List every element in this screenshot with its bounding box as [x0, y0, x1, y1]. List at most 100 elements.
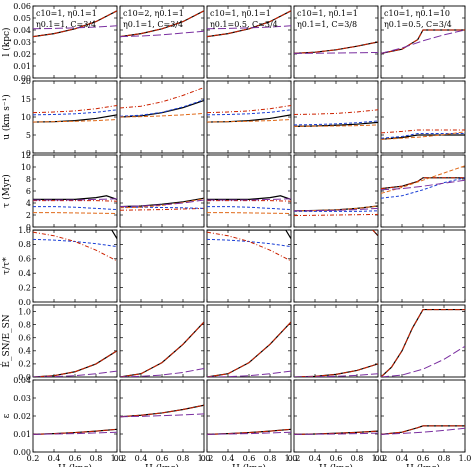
series-line-solid — [381, 308, 465, 377]
y-tick-label: 2 — [26, 211, 31, 220]
series-line-purple_longdash — [381, 29, 465, 54]
series-line-solid — [207, 230, 291, 239]
panel-r4-c1 — [119, 304, 205, 378]
panel-r0-c0: 0.00 0.01 0.02 0.03 0.04 0.05 0.06 c10=1, η0.1=… — [13, 2, 118, 83]
y-axis-label-row-1: u (km s⁻¹) — [1, 94, 12, 140]
series-line-red_dashed — [294, 41, 378, 54]
series-line-solid — [33, 230, 117, 239]
panel-r2-c4 — [380, 154, 466, 228]
y-tick-label: 0 — [26, 149, 31, 158]
panel-frame — [293, 154, 379, 228]
y-tick-label: 0.04 — [13, 26, 31, 35]
series-line-red_dashed — [33, 10, 117, 38]
y-tick-label: 0.6 — [18, 255, 31, 264]
y-tick-label: 0.0 — [18, 373, 31, 382]
x-axis-label: H (kpc) — [232, 463, 266, 467]
panel-annotation-line1: c10=2, η0.1=1 — [123, 9, 184, 18]
panel-r5-c2: 0.2 0.4 0.6 0.8 1.0 H (kpc) — [201, 379, 297, 467]
panel-r1-c2 — [206, 80, 292, 154]
series-line-purple_longdash — [381, 345, 465, 377]
series-line-purple_longdash — [294, 432, 378, 435]
series-line-orange_dashed — [207, 119, 291, 123]
panel-r2-c0: 0 2 4 6 8 10 12 — [21, 151, 118, 232]
y-tick-label: 0.02 — [13, 412, 31, 421]
panel-frame — [119, 154, 205, 228]
series-line-orange_dashed — [33, 119, 117, 123]
panel-r0-c4: c10=1, η0.1=10 η0.1=0.5, C=3/4 — [380, 5, 466, 79]
panel-annotation-line1: c10=1, η0.1=1 — [297, 9, 358, 18]
series-line-red_dashdot — [33, 104, 117, 114]
x-tick-label: 1.0 — [198, 454, 211, 463]
x-axis-label: H (kpc) — [58, 463, 92, 467]
panel-frame — [380, 154, 466, 228]
series-line-blue_dashed — [381, 133, 465, 139]
panel-frame — [119, 229, 205, 303]
series-line-orange_dashed — [33, 212, 117, 214]
series-line-purple_longdash — [207, 198, 291, 201]
series-line-red_dashed — [207, 321, 291, 377]
series-line-red_dashed — [33, 350, 117, 377]
panel-r1-c4 — [380, 80, 466, 154]
series-line-blue_dashed — [207, 109, 291, 116]
series-line-red_dashed — [120, 321, 204, 377]
series-line-red_dashed — [381, 309, 465, 377]
series-line-red_dashdot — [294, 109, 378, 115]
y-tick-label: 0.2 — [18, 360, 31, 369]
x-tick-label: 0.6 — [330, 454, 343, 463]
series-line-purple_longdash — [381, 179, 465, 191]
panel-r4-c0: 0.0 0.2 0.4 0.6 0.8 1.0 — [18, 304, 118, 382]
y-axis-label-row-0: l (kpc) — [1, 27, 12, 56]
panel-annotation-line2: η0.1=1, C=3/8 — [297, 20, 357, 29]
series-line-red_dashdot — [207, 200, 291, 202]
panel-annotation-line2: η0.1=0.5, C=3/4 — [210, 20, 278, 29]
panel-r0-c3: c10=1, η0.1=1 η0.1=1, C=3/8 — [293, 5, 379, 79]
series-line-solid — [207, 195, 291, 200]
panel-annotation-line1: c10=1, η0.1=1 — [36, 9, 97, 18]
x-tick-label: 0.6 — [243, 454, 256, 463]
panel-r4-c4 — [380, 304, 466, 378]
series-line-blue_dashed — [294, 120, 378, 126]
series-line-red_dashed — [120, 10, 204, 38]
series-line-purple_longdash — [381, 427, 465, 435]
panel-annotation-line2: η0.1=1, C=3/4 — [123, 20, 183, 29]
x-tick-label: 0.8 — [438, 454, 451, 463]
series-line-orange_dashed — [120, 112, 204, 118]
y-tick-label: 5 — [26, 131, 31, 140]
x-tick-label: 0.2 — [375, 454, 388, 463]
series-line-purple_longdash — [294, 207, 378, 212]
series-line-purple_longdash — [120, 199, 204, 208]
y-tick-label: 15 — [21, 95, 31, 104]
series-line-blue_dashed — [120, 99, 204, 117]
panel-r2-c1 — [119, 154, 205, 228]
panel-frame — [32, 379, 118, 453]
series-line-solid — [120, 404, 204, 418]
y-tick-label: 0.06 — [13, 2, 31, 11]
x-axis-label: H (kpc) — [145, 463, 179, 467]
y-tick-label: 1.0 — [18, 226, 31, 235]
y-tick-label: 0.02 — [13, 50, 31, 59]
y-tick-label: 20 — [21, 77, 31, 86]
series-line-blue_dashed — [381, 177, 465, 199]
x-tick-label: 0.8 — [90, 454, 103, 463]
y-tick-label: 0.6 — [18, 334, 31, 343]
series-line-purple_longdash — [294, 51, 378, 54]
panel-frame — [206, 379, 292, 453]
y-axis-label-row-2: τ (Myr) — [1, 174, 12, 207]
y-tick-label: 6 — [26, 187, 31, 196]
panel-r5-c3: 0.2 0.4 0.6 0.8 1.0 H (kpc) — [288, 379, 385, 467]
x-axis-label: H (kpc) — [319, 463, 353, 467]
panel-frame — [119, 304, 205, 378]
panel-frame — [293, 379, 379, 453]
panel-frame — [293, 304, 379, 378]
series-line-purple_longdash — [120, 413, 204, 418]
panel-frame — [32, 304, 118, 378]
panel-frame — [206, 154, 292, 228]
y-tick-label: 4 — [26, 199, 31, 208]
panel-frame — [32, 154, 118, 228]
panel-r1-c1 — [119, 80, 205, 154]
x-tick-label: 0.4 — [48, 454, 61, 463]
series-line-solid — [120, 99, 204, 118]
x-tick-label: 1.0 — [372, 454, 385, 463]
series-line-purple_longdash — [120, 367, 204, 377]
panel-frame — [32, 229, 118, 303]
